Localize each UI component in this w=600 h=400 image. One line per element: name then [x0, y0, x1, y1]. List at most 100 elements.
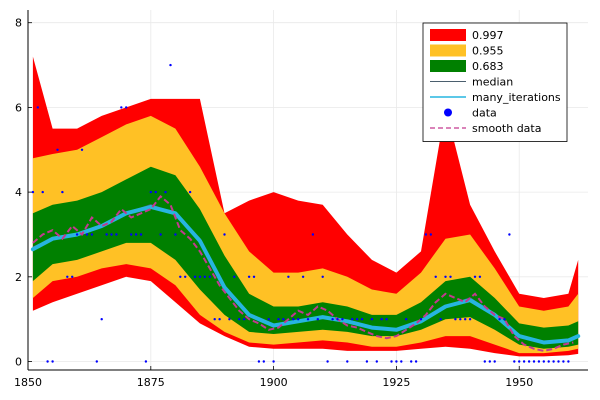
- data-point-23: [144, 360, 148, 363]
- smooth-data-line: [32, 194, 574, 352]
- data-point-76: [405, 318, 408, 321]
- data-point-20: [130, 233, 133, 236]
- data-point-80: [424, 233, 428, 236]
- legend-label-1: 0.955: [472, 45, 504, 58]
- legend-label-3: median: [472, 76, 513, 89]
- legend-swatch-1: [430, 44, 466, 57]
- y-tick-label-3: 6: [15, 101, 22, 114]
- data-point-52: [287, 275, 290, 278]
- data-point-68: [365, 360, 369, 363]
- data-point-104: [542, 360, 545, 363]
- legend: 0.997 0.955 0.683 median many_iterationsdata…: [422, 22, 568, 142]
- axes: 1850 1875 1900 1925 1950 0 2 4 6 8: [14, 10, 588, 389]
- x-tick-label-2: 1900: [260, 376, 288, 389]
- data-point-17: [115, 233, 118, 236]
- data-point-26: [159, 233, 162, 236]
- data-point-62: [336, 318, 339, 321]
- data-point-49: [272, 360, 275, 363]
- data-point-57: [311, 233, 315, 236]
- legend-swatch-0: [430, 29, 466, 41]
- data-point-60: [326, 360, 329, 363]
- data-point-51: [282, 318, 285, 321]
- x-tick-label-4: 1950: [505, 376, 533, 389]
- data-point-9: [75, 233, 79, 236]
- legend-swatch-2: [430, 60, 466, 72]
- data-point-46: [257, 360, 261, 363]
- data-point-53: [292, 318, 295, 321]
- y-tick-label-4: 8: [15, 17, 22, 30]
- data-point-35: [203, 275, 206, 278]
- data-point-16: [110, 233, 113, 236]
- data-point-47: [262, 360, 265, 363]
- data-point-36: [208, 275, 211, 278]
- data-point-6: [61, 190, 64, 194]
- data-point-102: [532, 360, 536, 363]
- data-point-100: [522, 360, 526, 363]
- data-point-4: [51, 360, 54, 363]
- data-point-106: [552, 360, 555, 363]
- data-point-90: [473, 275, 477, 278]
- data-point-74: [395, 360, 398, 363]
- data-point-1: [36, 106, 39, 109]
- legend-label-4: many_iterations: [472, 91, 561, 104]
- data-point-92: [483, 360, 486, 363]
- data-point-101: [527, 360, 531, 363]
- data-point-40: [228, 318, 231, 321]
- data-point-15: [105, 233, 108, 236]
- data-point-107: [557, 360, 560, 363]
- data-point-41: [233, 275, 236, 278]
- data-point-48: [267, 318, 270, 321]
- data-point-5: [56, 148, 59, 151]
- data-point-8: [71, 275, 74, 278]
- data-point-14: [100, 318, 103, 321]
- data-point-86: [454, 318, 457, 321]
- data-point-108: [562, 360, 565, 363]
- data-point-58: [316, 318, 319, 321]
- data-point-66: [355, 318, 359, 321]
- data-point-50: [277, 318, 280, 321]
- data-point-34: [198, 275, 202, 278]
- data-point-61: [331, 318, 334, 321]
- data-point-0: [31, 190, 35, 194]
- legend-box: [422, 22, 568, 142]
- data-point-83: [439, 318, 442, 321]
- data-point-81: [429, 233, 432, 236]
- data-point-72: [385, 318, 388, 321]
- data-point-77: [410, 360, 413, 363]
- data-point-84: [444, 275, 447, 278]
- data-point-12: [90, 233, 94, 236]
- data-point-54: [297, 318, 300, 321]
- data-point-27: [164, 190, 167, 194]
- data-point-3: [46, 360, 49, 363]
- data-point-37: [213, 318, 216, 321]
- data-point-18: [120, 106, 123, 109]
- data-point-31: [184, 275, 187, 278]
- data-point-33: [193, 275, 197, 278]
- data-point-56: [306, 318, 310, 321]
- data-point-21: [134, 233, 138, 236]
- data-point-96: [503, 318, 506, 321]
- data-point-75: [400, 360, 403, 363]
- data-point-93: [488, 360, 491, 363]
- data-point-109: [567, 360, 570, 363]
- data-points: [31, 63, 570, 363]
- data-point-24: [149, 190, 152, 194]
- data-point-28: [169, 63, 172, 67]
- legend-swatch-5: [444, 108, 452, 117]
- data-point-73: [390, 360, 393, 363]
- data-point-2: [41, 190, 44, 194]
- data-point-97: [508, 233, 511, 236]
- x-tick-label-1: 1875: [137, 376, 165, 389]
- legend-label-5: data: [472, 107, 497, 120]
- data-point-89: [468, 318, 472, 321]
- data-point-38: [218, 318, 221, 321]
- data-point-29: [174, 233, 177, 236]
- data-point-94: [493, 360, 496, 363]
- data-point-69: [370, 318, 374, 321]
- data-point-82: [434, 275, 437, 278]
- data-point-63: [341, 318, 344, 321]
- data-point-98: [513, 360, 516, 363]
- x-tick-label-3: 1925: [382, 376, 410, 389]
- y-tick-label-0: 0: [15, 356, 22, 369]
- data-point-65: [351, 318, 354, 321]
